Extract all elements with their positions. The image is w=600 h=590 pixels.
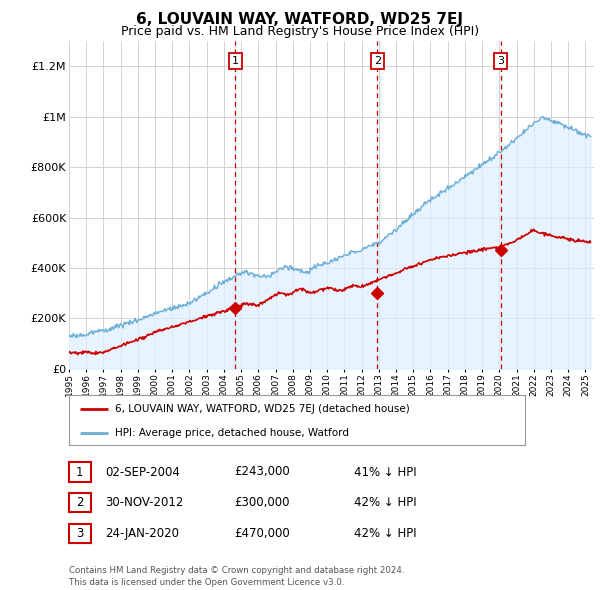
- Text: £243,000: £243,000: [234, 466, 290, 478]
- Text: 1: 1: [232, 56, 239, 66]
- Text: 2: 2: [374, 56, 381, 66]
- Text: 6, LOUVAIN WAY, WATFORD, WD25 7EJ (detached house): 6, LOUVAIN WAY, WATFORD, WD25 7EJ (detac…: [115, 404, 409, 414]
- Text: £470,000: £470,000: [234, 527, 290, 540]
- Text: 30-NOV-2012: 30-NOV-2012: [105, 496, 184, 509]
- Text: 2: 2: [76, 496, 83, 509]
- Text: Contains HM Land Registry data © Crown copyright and database right 2024.
This d: Contains HM Land Registry data © Crown c…: [69, 566, 404, 587]
- Text: 41% ↓ HPI: 41% ↓ HPI: [354, 466, 416, 478]
- Text: Price paid vs. HM Land Registry's House Price Index (HPI): Price paid vs. HM Land Registry's House …: [121, 25, 479, 38]
- Text: HPI: Average price, detached house, Watford: HPI: Average price, detached house, Watf…: [115, 428, 349, 438]
- Text: 24-JAN-2020: 24-JAN-2020: [105, 527, 179, 540]
- Text: 42% ↓ HPI: 42% ↓ HPI: [354, 527, 416, 540]
- Text: 6, LOUVAIN WAY, WATFORD, WD25 7EJ: 6, LOUVAIN WAY, WATFORD, WD25 7EJ: [137, 12, 464, 27]
- Text: 3: 3: [76, 527, 83, 540]
- Text: £300,000: £300,000: [234, 496, 290, 509]
- Text: 02-SEP-2004: 02-SEP-2004: [105, 466, 180, 478]
- Text: 1: 1: [76, 466, 83, 478]
- Text: 42% ↓ HPI: 42% ↓ HPI: [354, 496, 416, 509]
- Text: 3: 3: [497, 56, 504, 66]
